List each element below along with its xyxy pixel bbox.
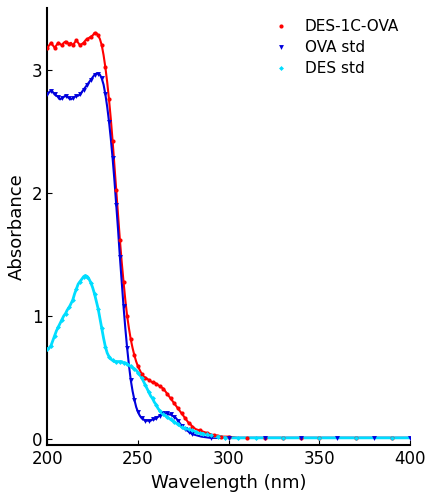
OVA std xyxy=(172,414,177,420)
OVA std xyxy=(117,254,122,260)
DES-1C-OVA xyxy=(168,396,173,402)
OVA std xyxy=(168,412,173,418)
OVA std xyxy=(139,415,144,421)
DES-1C-OVA xyxy=(99,42,104,48)
OVA std xyxy=(88,76,93,82)
OVA std xyxy=(335,435,340,441)
OVA std xyxy=(161,410,166,416)
DES-1C-OVA xyxy=(244,435,250,441)
Line: DES std: DES std xyxy=(46,275,394,440)
OVA std xyxy=(299,435,304,441)
DES std xyxy=(121,360,126,366)
OVA std xyxy=(208,435,213,441)
OVA std xyxy=(146,418,151,424)
DES-1C-OVA xyxy=(45,44,50,51)
OVA std xyxy=(262,435,267,441)
DES-1C-OVA xyxy=(92,30,97,36)
DES std xyxy=(222,435,227,441)
OVA std xyxy=(95,70,101,76)
OVA std xyxy=(106,118,112,124)
OVA std xyxy=(110,156,115,162)
OVA std xyxy=(408,435,413,441)
OVA std xyxy=(70,95,76,101)
OVA std xyxy=(81,86,86,92)
OVA std xyxy=(226,435,231,441)
OVA std xyxy=(56,94,61,100)
OVA std xyxy=(135,409,141,415)
DES-1C-OVA xyxy=(172,400,177,406)
DES std xyxy=(77,278,82,284)
OVA std xyxy=(66,95,72,101)
OVA std xyxy=(63,92,68,98)
OVA std xyxy=(150,416,155,422)
OVA std xyxy=(52,92,57,98)
OVA std xyxy=(143,418,148,424)
OVA std xyxy=(92,72,97,78)
OVA std xyxy=(99,76,104,82)
X-axis label: Wavelength (nm): Wavelength (nm) xyxy=(151,474,306,492)
OVA std xyxy=(154,415,159,421)
OVA std xyxy=(175,418,181,424)
DES-1C-OVA xyxy=(161,386,166,392)
OVA std xyxy=(103,92,108,98)
OVA std xyxy=(121,303,126,309)
DES std xyxy=(164,414,170,420)
DES std xyxy=(45,346,50,352)
Legend: DES-1C-OVA, OVA std, DES std: DES-1C-OVA, OVA std, DES std xyxy=(261,16,402,80)
DES std xyxy=(161,412,166,418)
OVA std xyxy=(190,431,195,437)
OVA std xyxy=(164,410,170,416)
Line: DES-1C-OVA: DES-1C-OVA xyxy=(45,31,394,440)
DES-1C-OVA xyxy=(157,383,162,389)
OVA std xyxy=(128,377,133,383)
OVA std xyxy=(77,92,82,98)
OVA std xyxy=(114,202,119,208)
DES-1C-OVA xyxy=(197,428,202,434)
OVA std xyxy=(186,428,191,434)
OVA std xyxy=(45,92,50,98)
DES std xyxy=(154,402,159,407)
OVA std xyxy=(125,345,130,351)
DES-1C-OVA xyxy=(389,435,395,441)
OVA std xyxy=(183,426,188,432)
OVA std xyxy=(85,82,90,87)
DES std xyxy=(389,435,395,441)
OVA std xyxy=(157,412,162,418)
OVA std xyxy=(179,422,184,428)
OVA std xyxy=(59,95,65,101)
OVA std xyxy=(74,92,79,98)
OVA std xyxy=(132,396,137,402)
DES std xyxy=(81,274,86,280)
OVA std xyxy=(49,88,54,94)
Line: OVA std: OVA std xyxy=(45,71,412,440)
Y-axis label: Absorbance: Absorbance xyxy=(8,174,26,280)
DES std xyxy=(179,424,184,430)
OVA std xyxy=(371,435,376,441)
